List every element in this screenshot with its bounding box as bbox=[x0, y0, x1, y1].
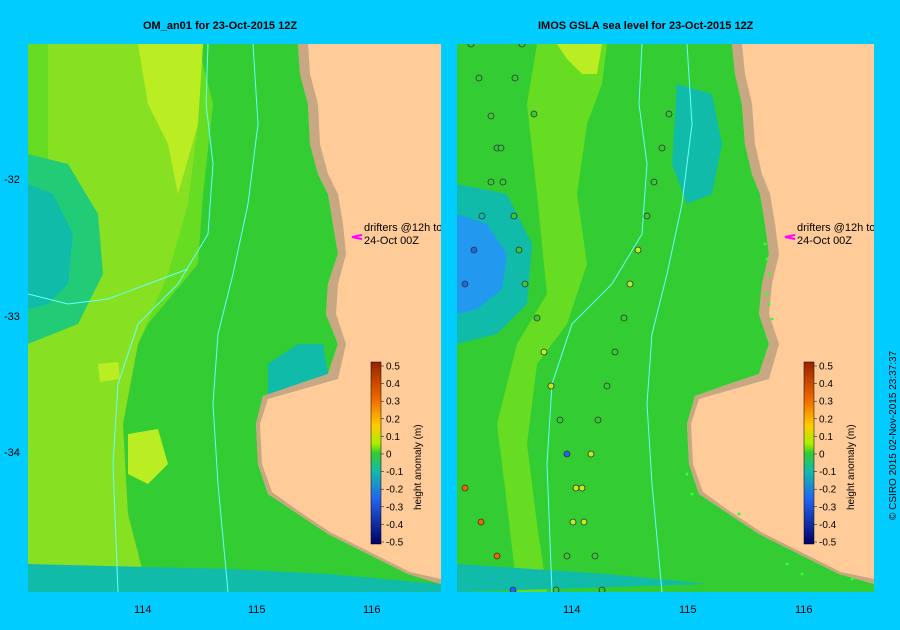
yellow-patch-small bbox=[98, 362, 120, 382]
colorbar-tick-label: 0.2 bbox=[386, 414, 400, 425]
yellowgreen-band bbox=[497, 44, 607, 592]
right-map-panel: 0.5 0.4 0.3 0.2 0.1 0 -0.1 -0.2 -0.3 -0.4 -0.5 hei… bbox=[457, 44, 874, 592]
teal-west-inner bbox=[28, 184, 73, 309]
x-tick-right-115: 115 bbox=[679, 604, 697, 616]
isobath-2 bbox=[646, 44, 693, 592]
isobath-2 bbox=[212, 44, 259, 592]
colorbar-tick-label: 0.4 bbox=[386, 379, 400, 390]
colorbar-tick-label: -0.3 bbox=[819, 502, 837, 513]
svg-text:drifters @12h to: drifters @12h to bbox=[364, 222, 441, 234]
colorbar-tick-label: 0.4 bbox=[819, 379, 833, 390]
y-tick-left-1: -32 bbox=[4, 174, 20, 186]
colorbar-tick-label: -0.1 bbox=[386, 467, 404, 478]
colorbar-title: height anomaly (m) bbox=[846, 424, 857, 510]
x-tick-right-116: 116 bbox=[795, 604, 813, 616]
colorbar-tick-label: -0.5 bbox=[386, 538, 404, 549]
colorbar-tick-label: -0.2 bbox=[386, 485, 404, 496]
left-drifter-annotation: drifters @12h to 24-Oct 00Z bbox=[351, 222, 441, 247]
right-drifter-annotation: drifters @12h to 24-Oct 00Z bbox=[784, 222, 874, 247]
svg-text:drifters @12h to: drifters @12h to bbox=[797, 222, 874, 234]
x-tick-right-114: 114 bbox=[563, 604, 581, 616]
colorbar-tick-label: -0.4 bbox=[819, 520, 837, 531]
teal-coastal bbox=[268, 344, 328, 396]
right-map-svg bbox=[457, 44, 874, 592]
colorbar-tick-label: 0.3 bbox=[819, 397, 833, 408]
left-colorbar: 0.5 0.4 0.3 0.2 0.1 0 -0.1 -0.2 -0.3 -0.4 -0.5 hei… bbox=[370, 362, 424, 549]
colorbar-tick-label: 0.5 bbox=[819, 362, 833, 373]
isobath-1 bbox=[546, 44, 648, 592]
colorbar-tick-label: -0.5 bbox=[819, 538, 837, 549]
colorbar-tick-label: 0.3 bbox=[386, 397, 400, 408]
drifter-arrow-icon bbox=[784, 234, 796, 240]
colorbar-tick-label: 0.5 bbox=[386, 362, 400, 373]
yellow-patch-top bbox=[138, 44, 203, 194]
yellow-patch-mid bbox=[128, 429, 168, 484]
left-map-title: OM_an01 for 23-Oct-2015 12Z bbox=[143, 20, 298, 32]
observation-markers bbox=[461, 44, 673, 592]
colorbar-tick-label: -0.2 bbox=[819, 485, 837, 496]
svg-text:24-Oct 00Z: 24-Oct 00Z bbox=[364, 235, 419, 247]
credit-text: © CSIRO 2015 02-Nov-2015 23:37:37 bbox=[888, 350, 899, 520]
colorbar-tick-label: -0.4 bbox=[386, 520, 404, 531]
x-tick-left-114: 114 bbox=[134, 604, 152, 616]
x-tick-left-115: 115 bbox=[248, 604, 266, 616]
teal-east bbox=[672, 84, 722, 204]
y-tick-left-3: -34 bbox=[4, 447, 20, 459]
left-map-svg bbox=[28, 44, 441, 592]
svg-text:24-Oct 00Z: 24-Oct 00Z bbox=[797, 235, 852, 247]
colorbar-tick-label: 0 bbox=[386, 450, 392, 461]
isobath-1 bbox=[112, 44, 214, 592]
colorbar-tick-label: 0 bbox=[819, 450, 825, 461]
y-tick-left-2: -33 bbox=[4, 311, 20, 323]
bottom-band bbox=[28, 564, 441, 592]
yellow-patch-top bbox=[557, 44, 602, 74]
drifter-arrow-icon bbox=[351, 234, 363, 240]
colorbar-tick-label: 0.2 bbox=[819, 414, 833, 425]
teal-bottom bbox=[457, 564, 707, 592]
blue-west-inner bbox=[457, 214, 507, 314]
colorbar-tick-label: 0.1 bbox=[819, 432, 833, 443]
colorbar-tick-label: -0.1 bbox=[819, 467, 837, 478]
colorbar-tick-label: -0.3 bbox=[386, 502, 404, 513]
right-colorbar: 0.5 0.4 0.3 0.2 0.1 0 -0.1 -0.2 -0.3 -0.4 -0.5 hei… bbox=[803, 362, 857, 549]
colorbar-title: height anomaly (m) bbox=[413, 424, 424, 510]
left-map-panel: 0.5 0.4 0.3 0.2 0.1 0 -0.1 -0.2 -0.3 -0.4 -0.5 hei… bbox=[28, 44, 441, 592]
right-map-title: IMOS GSLA sea level for 23-Oct-2015 12Z bbox=[538, 20, 754, 32]
drifter-track-dots bbox=[685, 242, 854, 581]
isobath-3 bbox=[28, 268, 189, 305]
colorbar-tick-label: 0.1 bbox=[386, 432, 400, 443]
x-tick-left-116: 116 bbox=[363, 604, 381, 616]
